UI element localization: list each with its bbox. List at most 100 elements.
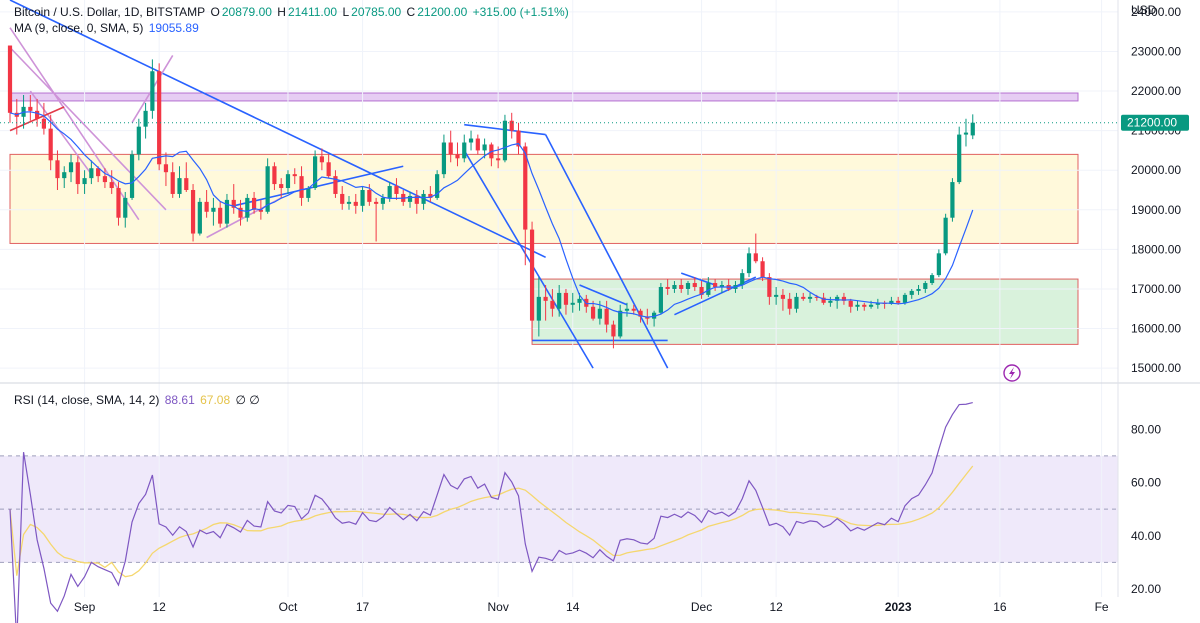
price-tick-label: 18000.00 [1131,242,1181,256]
rsi-band-fill [0,455,1118,563]
candle-body [529,229,535,321]
candle-body [963,132,969,135]
rsi-layer [9,401,974,623]
candle-body [902,294,908,303]
ma-legend[interactable]: MA (9, close, 0, SMA, 5) 19055.89 [14,21,201,35]
candle-body [360,190,365,206]
candle-body [719,285,724,287]
candle-body [333,176,338,194]
rsi-tick-label: 60.00 [1131,476,1161,490]
candle-body [794,296,799,309]
resistance-zone [9,92,1079,102]
candle-body [468,138,474,143]
candle-body [713,283,718,287]
candle-body [943,217,948,254]
price-tick-label: 24000.00 [1131,5,1181,19]
candle-body [577,298,582,303]
candle-body [163,164,169,173]
candle-body [523,146,528,230]
candle-body [665,286,670,289]
candle-body [835,296,840,301]
candle-body [550,300,555,309]
candle-body [496,158,501,161]
candle-body [502,120,508,161]
candle-body [441,142,447,175]
rsi-ma-legend-value: 67.08 [200,393,231,407]
candles-layer [7,45,975,349]
open-key: O [210,5,220,19]
lightning-icon [1003,364,1021,382]
last-price-badge [1121,114,1189,131]
candle-body [624,308,630,311]
candle-body [414,195,419,204]
candle-body [923,283,928,289]
candle-body [353,201,358,206]
ma-legend-value: 19055.89 [148,21,199,35]
time-tick-label: Dec [691,600,712,614]
candle-body [543,296,548,301]
candle-body [814,296,819,298]
candle-body [231,199,236,208]
candle-body [706,283,711,295]
candle-body [909,290,914,295]
candle-body [62,172,67,179]
candle-body [143,110,148,127]
candle-body [96,168,101,177]
candle-body [394,186,399,194]
candle-body [563,292,569,305]
candle-body [421,193,426,204]
candle-body [89,168,94,179]
candle-body [109,182,114,189]
zones-layer [0,92,1118,563]
rsi-tick-label: 20.00 [1131,582,1161,596]
candle-body [848,300,853,307]
candle-body [299,176,304,198]
high-key: H [277,5,286,19]
candle-body [936,253,941,276]
rsi-legend[interactable]: RSI (14, close, SMA, 14, 2) 88.61 67.08 … [14,393,262,407]
candle-body [604,308,609,325]
candle-body [896,300,901,303]
candle-body [767,277,772,297]
candle-body [238,207,243,218]
candle-body [509,120,514,131]
candle-body [516,130,521,147]
candle-body [760,261,765,278]
price-tick-label: 19000.00 [1131,203,1181,217]
close-value: 21200.00 [417,5,468,19]
price-tick-label: 23000.00 [1131,44,1181,58]
candle-body [380,197,385,204]
time-tick-label: Nov [487,600,508,614]
candle-body [475,138,480,151]
close-key: C [406,5,416,19]
candle-body [326,162,331,177]
candle-body [129,154,135,198]
candle-body [462,142,467,159]
candle-body [889,300,894,304]
candle-body [28,106,33,111]
candle-body [245,197,250,218]
candle-body [258,209,263,212]
candle-body [828,300,833,303]
channel-line-1 [9,27,140,221]
candle-body [557,292,562,309]
candle-body [970,122,975,136]
candle-body [699,286,704,295]
candle-body [75,162,80,185]
candle-body [55,160,60,179]
channel-line-2 [9,46,167,211]
price-tick-label: 16000.00 [1131,322,1181,336]
candle-body [448,142,453,155]
candle-body [821,297,826,303]
candle-body [638,310,643,317]
price-tick-label: 20000.00 [1131,163,1181,177]
range-zone-upper [9,153,1079,244]
candle-body [197,201,202,234]
candle-body [787,298,792,309]
time-tick-label: 17 [356,600,370,614]
rsi-legend-extra: ∅ ∅ [235,393,260,407]
candle-body [224,199,230,224]
candle-body [272,166,277,185]
price-legend: Bitcoin / U.S. Dollar, 1D, BITSTAMP O 208… [14,5,571,19]
